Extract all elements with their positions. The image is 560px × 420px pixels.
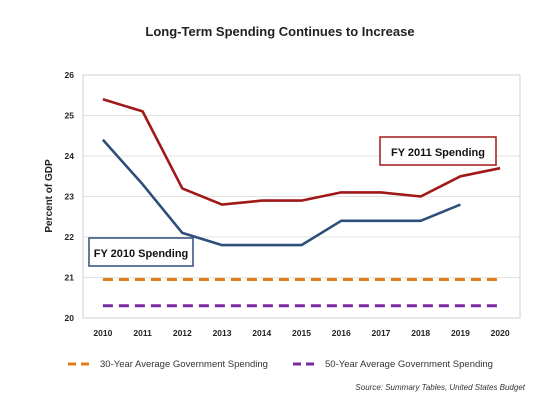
annotation-fy2011: FY 2011 Spending: [379, 136, 497, 166]
x-axis: 2010 2011 2012 2013 2014 2015 2016 2017 2018 2019…: [93, 328, 509, 338]
y-tick-label: 26: [65, 70, 75, 80]
source-note: Source: Summary Tables, United States Bu…: [355, 383, 525, 392]
legend-item-30yr: 30-Year Average Government Spending: [100, 359, 268, 370]
chart-title: Long-Term Spending Continues to Increase: [145, 24, 414, 39]
grid: [83, 74, 520, 319]
y-tick-label: 20: [65, 313, 75, 323]
x-tick-label: 2011: [133, 328, 152, 338]
series-group: [101, 98, 501, 308]
series-fy2011-spending: [102, 98, 501, 206]
x-tick-label: 2014: [252, 328, 271, 338]
annotation-fy2010: FY 2010 Spending: [88, 237, 194, 267]
y-tick-label: 24: [65, 151, 75, 161]
legend: 30-Year Average Government Spending 50-Y…: [68, 359, 493, 370]
x-tick-label: 2012: [173, 328, 192, 338]
y-axis-label: Percent of GDP: [44, 159, 55, 233]
x-tick-label: 2019: [451, 328, 470, 338]
x-tick-label: 2015: [292, 328, 311, 338]
annotation-fy2010-label: FY 2010 Spending: [94, 248, 189, 260]
annotation-fy2011-label: FY 2011 Spending: [391, 147, 485, 159]
y-tick-label: 22: [65, 232, 75, 242]
y-tick-label: 25: [65, 111, 75, 121]
x-tick-label: 2016: [332, 328, 351, 338]
plot-area: [82, 74, 521, 319]
series-fy2010-spending: [101, 138, 461, 247]
x-tick-label: 2013: [213, 328, 232, 338]
y-tick-label: 23: [65, 192, 75, 202]
y-tick-label: 21: [65, 273, 75, 283]
y-axis: 20 21 22 23 24 25 26: [65, 70, 75, 323]
x-tick-label: 2017: [371, 328, 390, 338]
x-tick-label: 2020: [491, 328, 510, 338]
x-tick-label: 2010: [93, 328, 112, 338]
x-tick-label: 2018: [411, 328, 430, 338]
legend-item-50yr: 50-Year Average Government Spending: [325, 359, 493, 370]
